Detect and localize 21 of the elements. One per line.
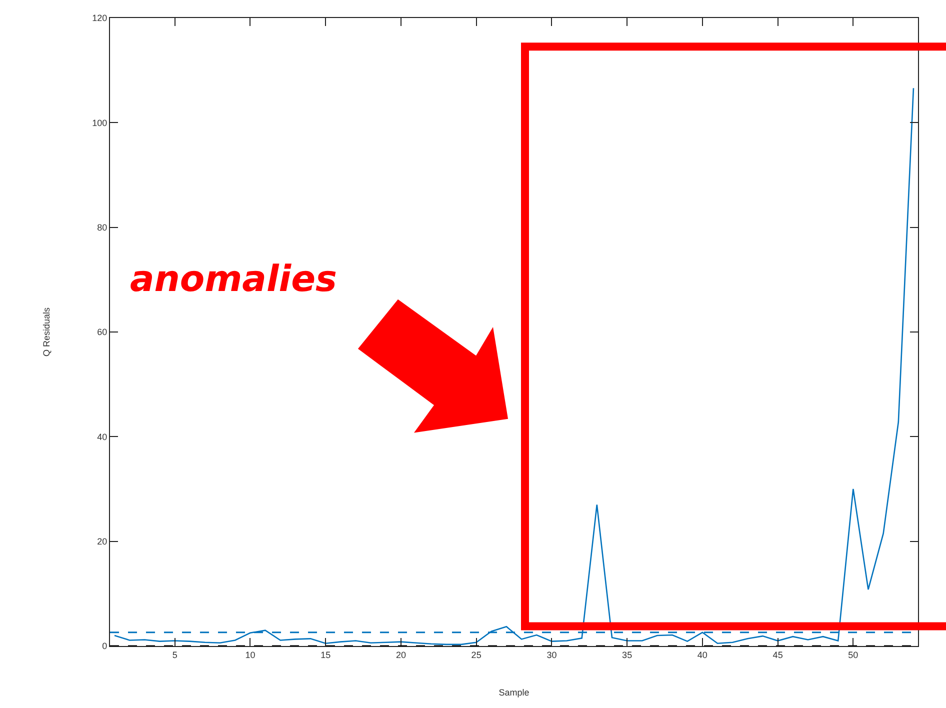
x-tick-label: 20 [396,650,406,660]
y-tick-label: 40 [97,432,108,442]
y-tick-label: 100 [92,118,108,128]
x-tick-label: 15 [320,650,331,660]
x-tick-label: 50 [848,650,858,660]
x-tick-label: 10 [245,650,256,660]
line-series [114,87,914,646]
x-tick-label: 25 [471,650,482,660]
x-axis-title: Sample [498,688,530,698]
x-tick-label: 5 [172,650,178,660]
y-tick-label: 20 [97,536,108,546]
y-axis-title: Q Residuals [42,306,52,357]
x-tick-label: 40 [697,650,708,660]
annotation: anomalies [130,259,337,300]
x-tick-label: 45 [772,650,783,660]
y-tick-label: 120 [92,13,108,24]
y-tick-label: 60 [97,327,108,338]
y-tick-label: 0 [102,641,108,652]
y-tick-label: 80 [97,222,108,232]
x-tick-label: 30 [546,650,557,660]
x-tick-label: 35 [622,650,632,660]
